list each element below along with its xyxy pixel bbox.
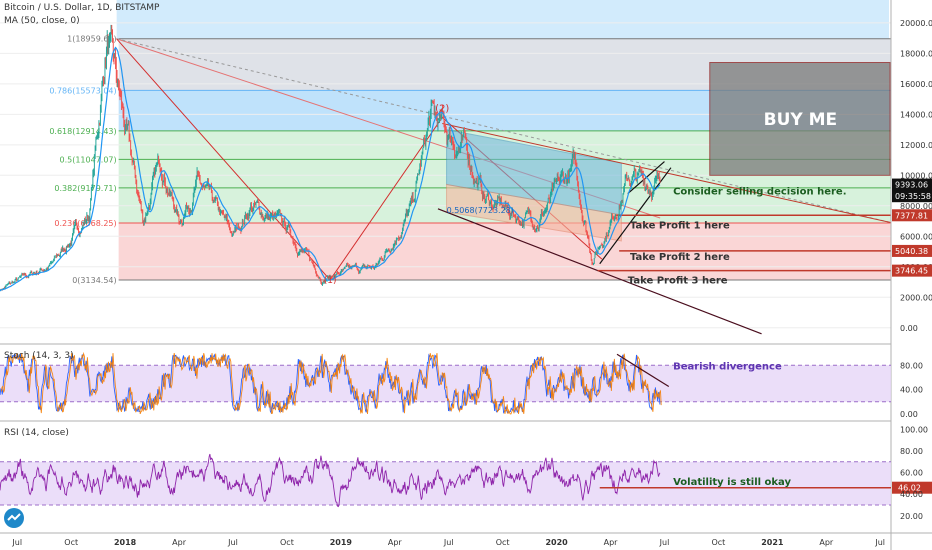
fib-level-label: 0.618(12914.43) [49,127,116,136]
fib-level-label: 0.786(15573.04) [49,86,116,95]
price-tick-label: 16000.00 [900,80,932,89]
osc-tick-label: 40.00 [900,386,923,395]
time-tick-label: Oct [64,538,78,547]
ma-legend[interactable]: MA (50, close, 0) [4,16,80,26]
osc-line [0,453,661,508]
bearish-divergence-label: Bearish divergence [673,361,782,372]
time-tick-label: Jul [227,538,238,547]
rsi-value-text: 46.02 [898,484,921,493]
time-tick-label: Apr [604,538,619,547]
osc-tick-label: 100.00 [900,425,928,434]
tradingview-logo[interactable] [4,508,24,528]
price-tick-label: 12000.00 [900,141,932,150]
price-layer [0,24,661,292]
price-tag [892,209,932,222]
time-tick-label: Apr [819,538,834,547]
symbol-title[interactable]: Bitcoin / U.S. Dollar, 1D, BITSTAMP [4,3,160,13]
time-tick-label: Apr [388,538,403,547]
time-tick-label: 2018 [114,538,137,547]
sell-note: Consider selling decision here. [673,187,846,198]
rsi-legend[interactable]: RSI (14, close) [4,428,69,438]
osc-tick-label: 80.00 [900,447,923,456]
annotation-layer: BUY ME Consider selling decision here. Tak… [324,103,847,286]
wave-1-label: (1) [324,276,337,286]
fib-mid-label: 0.5068(7723.28) [447,206,514,215]
price-tick-label: 20000.00 [900,19,932,28]
price-tag-text: 7377.81 [895,211,928,220]
drawings-layer [116,38,892,335]
stoch-axis: 80.00 40.00 0.00 [900,361,923,419]
price-tag [892,244,932,257]
buy-zone [709,62,891,176]
time-tick-label: 2021 [761,538,784,547]
osc-tick-label: 0.00 [900,410,918,419]
fib-band [116,0,889,39]
volatility-label: Volatility is still okay [673,477,791,488]
price-tag [892,264,932,277]
price-tag-text: 5040.38 [895,247,928,256]
price-tag-text: 9393.06 [895,181,928,190]
stoch-pane: Bearish divergence [0,351,891,415]
time-tick-label: Jul [443,538,454,547]
time-tick-label: Jul [659,538,670,547]
time-tick-label: Jul [11,538,22,547]
price-axis[interactable]: 20000.00 18000.00 16000.00 14000.00 12000.00… [900,19,932,333]
time-tick-label: Oct [280,538,294,547]
stoch-legend[interactable]: Stoch (14, 3, 3) [4,351,74,361]
price-tick-label: 2000.00 [900,293,932,302]
osc-line [0,353,661,415]
time-tick-label: 2019 [330,538,353,547]
ma-50-line [0,46,661,292]
price-tick-label: 8000.00 [900,202,932,211]
price-tags: 9393.06 09:35:58 7377.81 5040.38 3746.45 [892,178,932,277]
price-tick-label: 14000.00 [900,110,932,119]
osc-tick-label: 20.00 [900,512,923,521]
tp1-label: Take Profit 1 here [630,220,730,231]
fib-level-label: 0(3134.54) [72,276,116,285]
time-tick-label: Oct [496,538,510,547]
dashed-trendline [116,38,892,224]
price-tick-label: 18000.00 [900,49,932,58]
rsi-pane: Volatility is still okay 46.02 [0,453,932,508]
buy-me-label: BUY ME [764,110,838,130]
price-tag [892,178,932,191]
tp3-label: Take Profit 3 here [628,276,728,287]
rsi-axis: 100.00 80.00 60.00 40.00 20.00 [900,425,928,520]
wave-2-label: (2) [435,103,449,114]
price-tag-text: 09:35:58 [895,192,931,201]
time-axis[interactable]: Jul Oct 2018 Apr Jul Oct 2019 Apr Jul Oct 2020 Apr J… [11,538,885,547]
time-tick-label: 2020 [545,538,568,547]
osc-tick-label: 60.00 [900,469,923,478]
price-tag-text: 3746.45 [895,267,928,276]
divergence-line [616,353,670,388]
fib-level-label: 1(18959.61) [67,35,117,44]
fib-level-label: 0.5(11047.07) [60,155,117,164]
time-tick-label: Apr [172,538,187,547]
channel-lower [446,183,622,242]
price-tick-label: 0.00 [900,324,918,333]
osc-tick-label: 80.00 [900,361,923,370]
fib-level-label: 0.382(9179.71) [54,184,116,193]
time-tick-label: Oct [711,538,725,547]
time-tick-label: Jul [874,538,885,547]
osc-tick-label: 40.00 [900,490,923,499]
tp2-label: Take Profit 2 here [630,252,730,263]
price-tick-label: 10000.00 [900,171,932,180]
rsi-value-tag [892,481,932,494]
price-tick-label: 6000.00 [900,232,932,241]
price-tag [892,190,932,203]
osc-signal-line [0,351,662,415]
